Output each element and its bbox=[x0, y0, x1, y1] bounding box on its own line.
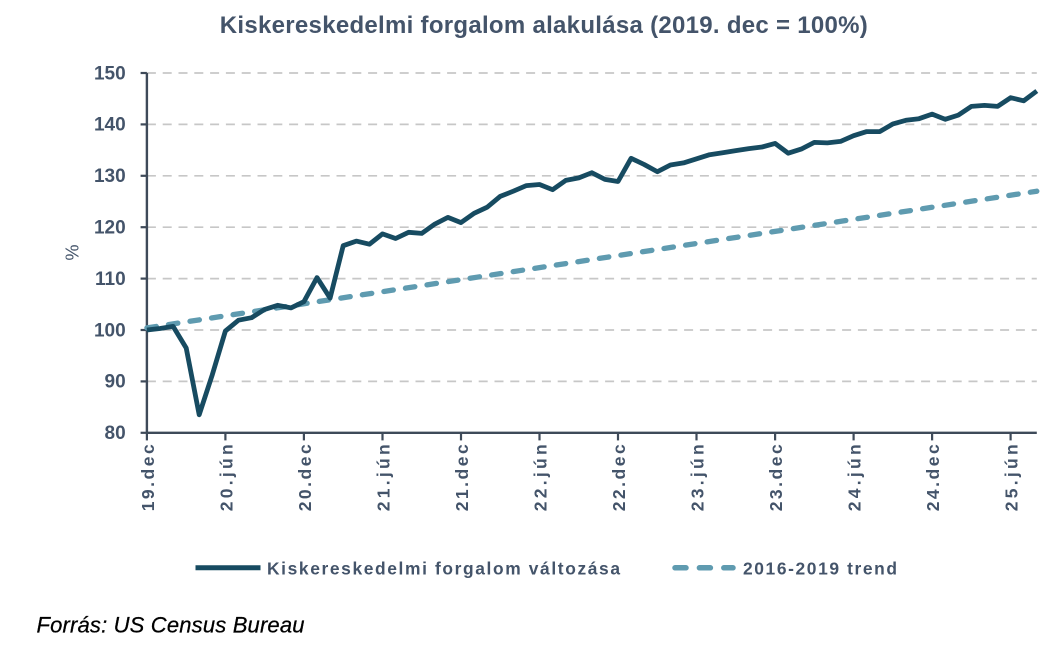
svg-text:25.jún: 25.jún bbox=[1002, 444, 1022, 511]
svg-text:110: 110 bbox=[95, 269, 126, 290]
svg-text:22.jún: 22.jún bbox=[531, 444, 551, 511]
svg-text:80: 80 bbox=[105, 423, 126, 444]
svg-text:20.dec: 20.dec bbox=[295, 444, 315, 511]
svg-text:20.jún: 20.jún bbox=[217, 444, 237, 511]
svg-text:2016-2019 trend: 2016-2019 trend bbox=[743, 558, 897, 578]
svg-text:19.dec: 19.dec bbox=[138, 444, 158, 511]
svg-text:90: 90 bbox=[105, 372, 126, 393]
svg-text:120: 120 bbox=[94, 218, 126, 239]
svg-text:Forrás: US Census Bureau: Forrás: US Census Bureau bbox=[37, 612, 305, 637]
svg-text:21.jún: 21.jún bbox=[374, 444, 394, 511]
svg-text:140: 140 bbox=[94, 115, 126, 136]
svg-text:21.dec: 21.dec bbox=[452, 444, 472, 511]
svg-text:%: % bbox=[63, 244, 83, 260]
svg-text:Kiskereskedelmi forgalom alaku: Kiskereskedelmi forgalom alakulása (2019… bbox=[220, 12, 868, 39]
svg-text:22.dec: 22.dec bbox=[609, 444, 629, 511]
svg-text:24.dec: 24.dec bbox=[923, 444, 943, 511]
svg-text:23.jún: 23.jún bbox=[688, 444, 708, 511]
svg-text:100: 100 bbox=[94, 320, 126, 341]
svg-text:150: 150 bbox=[94, 63, 126, 84]
svg-text:130: 130 bbox=[94, 166, 126, 187]
svg-text:24.jún: 24.jún bbox=[845, 444, 865, 511]
svg-text:23.dec: 23.dec bbox=[766, 444, 786, 511]
svg-text:Kiskereskedelmi forgalom válto: Kiskereskedelmi forgalom változása bbox=[267, 558, 620, 578]
